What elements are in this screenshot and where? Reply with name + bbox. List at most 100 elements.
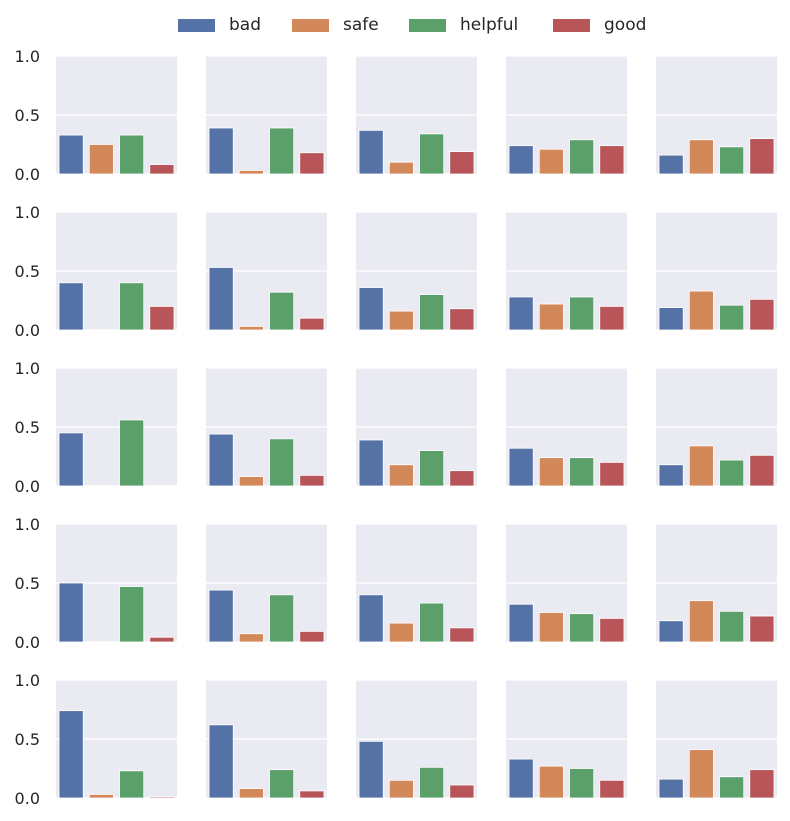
bar-helpful: [719, 146, 745, 175]
bar-good: [449, 627, 475, 643]
bar-good: [749, 454, 775, 487]
bar-helpful: [269, 291, 295, 331]
bar-helpful: [269, 769, 295, 799]
bar-helpful: [119, 586, 145, 643]
y-tick-label: 0.5: [15, 574, 40, 593]
bar-good: [599, 305, 625, 331]
bar-good: [449, 151, 475, 175]
bar-bad: [58, 582, 84, 643]
legend-item-bad: bad: [178, 14, 261, 36]
legend-swatch-safe: [292, 18, 329, 32]
bar-bad: [658, 154, 684, 175]
bar-good: [149, 164, 175, 175]
bar-good: [299, 630, 325, 643]
bar-bad: [658, 620, 684, 643]
bar-good: [149, 636, 175, 643]
bar-helpful: [569, 139, 595, 175]
bar-bad: [658, 778, 684, 799]
legend-swatch-helpful: [409, 18, 446, 32]
y-tick-label: 0.0: [15, 165, 40, 184]
bar-helpful: [419, 294, 445, 331]
bar-bad: [658, 307, 684, 331]
bar-safe: [388, 161, 414, 175]
bar-safe: [688, 445, 714, 487]
bar-safe: [538, 457, 564, 487]
bar-helpful: [119, 770, 145, 799]
bar-bad: [508, 296, 534, 331]
bar-bad: [58, 710, 84, 799]
bar-bad: [358, 439, 384, 487]
bar-good: [749, 298, 775, 331]
y-tick-label: 1.0: [15, 671, 40, 690]
bar-bad: [358, 129, 384, 175]
legend-item-safe: safe: [292, 14, 379, 36]
bar-safe: [688, 600, 714, 643]
bar-good: [149, 796, 175, 799]
legend-label-safe: safe: [343, 15, 379, 35]
bar-safe: [238, 476, 264, 487]
bar-safe: [388, 464, 414, 487]
bar-safe: [388, 779, 414, 799]
bar-helpful: [719, 304, 745, 331]
bar-safe: [388, 622, 414, 643]
bar-safe: [88, 794, 114, 799]
bar-bad: [358, 287, 384, 331]
legend-label-helpful: helpful: [460, 15, 519, 35]
bar-safe: [538, 612, 564, 643]
bar-bad: [208, 267, 234, 331]
y-tick-label: 1.0: [15, 203, 40, 222]
bar-bad: [58, 432, 84, 487]
bar-safe: [538, 765, 564, 799]
bar-safe: [538, 148, 564, 175]
legend-item-helpful: helpful: [409, 14, 518, 36]
bar-helpful: [269, 438, 295, 487]
bar-good: [149, 305, 175, 331]
legend-label-good: good: [604, 15, 647, 35]
legend-item-good: good: [553, 14, 646, 36]
bar-helpful: [419, 602, 445, 643]
bar-good: [299, 790, 325, 799]
legend-swatch-bad: [178, 18, 215, 32]
bar-bad: [358, 594, 384, 643]
y-tick-label: 0.5: [15, 262, 40, 281]
y-tick-label: 0.5: [15, 730, 40, 749]
bar-good: [749, 138, 775, 175]
bar-safe: [538, 303, 564, 331]
bar-helpful: [719, 776, 745, 799]
bar-good: [449, 784, 475, 799]
y-tick-label: 1.0: [15, 359, 40, 378]
bar-bad: [358, 740, 384, 799]
bar-bad: [508, 447, 534, 487]
y-tick-label: 0.0: [15, 789, 40, 808]
legend: bad safe helpful good: [0, 0, 790, 48]
bar-helpful: [119, 419, 145, 487]
bar-good: [599, 145, 625, 175]
y-tick-label: 0.5: [15, 418, 40, 437]
bar-good: [599, 461, 625, 487]
bar-helpful: [569, 613, 595, 643]
bar-bad: [208, 433, 234, 487]
bar-helpful: [569, 296, 595, 331]
bar-bad: [508, 603, 534, 643]
y-tick-label: 0.0: [15, 477, 40, 496]
bar-bad: [508, 145, 534, 175]
bar-good: [599, 618, 625, 643]
bar-helpful: [269, 127, 295, 175]
y-tick-label: 1.0: [15, 515, 40, 534]
bar-bad: [208, 724, 234, 799]
bar-helpful: [419, 450, 445, 487]
y-tick-label: 0.0: [15, 633, 40, 652]
bar-helpful: [569, 457, 595, 487]
bar-helpful: [119, 134, 145, 175]
bar-helpful: [269, 594, 295, 643]
bar-safe: [238, 788, 264, 799]
bar-safe: [238, 170, 264, 175]
bar-helpful: [719, 459, 745, 487]
y-tick-label: 0.5: [15, 106, 40, 125]
bar-good: [299, 474, 325, 487]
bar-safe: [88, 144, 114, 175]
bar-safe: [388, 310, 414, 331]
bar-good: [749, 769, 775, 799]
